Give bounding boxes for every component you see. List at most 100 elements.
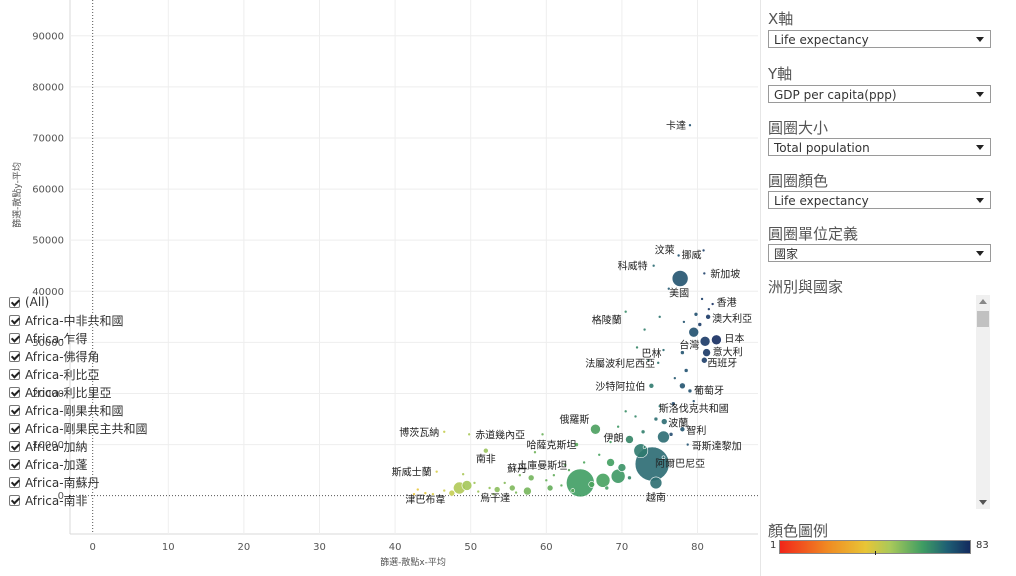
data-point[interactable] <box>657 404 662 409</box>
data-point[interactable] <box>688 123 692 127</box>
data-point[interactable] <box>606 458 615 467</box>
data-point[interactable] <box>656 361 661 365</box>
data-point[interactable] <box>710 302 715 306</box>
data-point[interactable] <box>502 481 507 485</box>
data-point[interactable] <box>679 382 686 390</box>
data-point[interactable] <box>608 440 613 444</box>
data-point[interactable] <box>595 473 611 488</box>
data-point[interactable] <box>448 489 456 497</box>
circle-color-select[interactable]: Life expectancy <box>768 191 991 209</box>
scroll-thumb[interactable] <box>977 311 989 327</box>
data-point[interactable] <box>518 473 522 478</box>
checkbox-checked[interactable] <box>9 494 20 506</box>
data-point[interactable] <box>588 481 595 488</box>
data-point[interactable] <box>467 432 471 437</box>
scroll-up-icon[interactable] <box>979 299 987 304</box>
data-point[interactable] <box>702 348 711 357</box>
data-point[interactable] <box>570 488 576 493</box>
data-point[interactable] <box>633 414 638 419</box>
filter-scrollbar[interactable] <box>976 295 990 509</box>
data-point[interactable] <box>574 442 579 447</box>
data-point[interactable] <box>688 326 700 338</box>
data-point[interactable] <box>483 447 489 454</box>
data-point[interactable] <box>676 253 681 258</box>
checkbox-checked[interactable] <box>9 422 20 434</box>
data-point[interactable] <box>707 307 711 311</box>
data-point[interactable] <box>582 460 586 465</box>
data-point[interactable] <box>540 432 545 437</box>
data-point[interactable] <box>687 388 693 394</box>
checkbox-checked[interactable] <box>9 296 20 308</box>
data-point[interactable] <box>623 309 628 314</box>
data-point[interactable] <box>552 473 556 478</box>
data-point[interactable] <box>702 271 707 276</box>
data-point[interactable] <box>682 320 686 324</box>
data-point[interactable] <box>671 270 689 287</box>
data-point[interactable] <box>666 286 671 291</box>
data-point[interactable] <box>544 478 549 483</box>
data-point[interactable] <box>434 469 439 474</box>
data-point[interactable] <box>651 263 656 268</box>
data-point[interactable] <box>412 492 416 496</box>
filter-item[interactable]: Africa-佛得角 <box>7 347 231 365</box>
data-point[interactable] <box>642 327 647 332</box>
data-point[interactable] <box>442 488 447 493</box>
circle-unit-select[interactable]: 國家 <box>768 244 991 262</box>
data-point[interactable] <box>546 484 554 492</box>
data-point[interactable] <box>701 248 706 253</box>
checkbox-checked[interactable] <box>9 332 20 344</box>
data-point[interactable] <box>559 483 564 488</box>
data-point[interactable] <box>597 452 602 457</box>
data-point[interactable] <box>671 401 676 406</box>
filter-item[interactable]: Africa-乍得 <box>7 329 231 347</box>
data-point[interactable] <box>711 334 722 346</box>
data-point[interactable] <box>700 297 704 301</box>
filter-item[interactable]: (All) <box>7 293 231 311</box>
data-point[interactable] <box>657 315 662 319</box>
data-point[interactable] <box>623 409 628 414</box>
circle-size-select[interactable]: Total population <box>768 138 991 156</box>
data-point[interactable] <box>660 418 668 425</box>
data-point[interactable] <box>461 472 465 477</box>
data-point[interactable] <box>442 429 447 434</box>
data-point[interactable] <box>691 399 696 403</box>
data-point[interactable] <box>514 490 518 495</box>
data-point[interactable] <box>673 376 677 380</box>
data-point[interactable] <box>697 322 703 327</box>
data-point[interactable] <box>423 491 428 495</box>
data-point[interactable] <box>699 336 711 347</box>
data-point[interactable] <box>679 426 686 433</box>
data-point[interactable] <box>431 492 435 496</box>
data-point[interactable] <box>616 424 620 429</box>
checkbox-checked[interactable] <box>9 386 20 398</box>
data-point[interactable] <box>640 429 646 435</box>
data-point[interactable] <box>627 475 632 481</box>
data-point[interactable] <box>415 487 420 492</box>
filter-item[interactable]: Africa-南非 <box>7 491 231 509</box>
checkbox-checked[interactable] <box>9 458 20 470</box>
data-point[interactable] <box>493 486 501 493</box>
checkbox-checked[interactable] <box>9 440 20 452</box>
filter-item[interactable]: Africa-加蓬 <box>7 455 231 473</box>
data-point[interactable] <box>491 492 496 496</box>
filter-item[interactable]: Africa-利比里亞 <box>7 383 231 401</box>
filter-item[interactable]: Africa-剛果共和國 <box>7 401 231 419</box>
data-point[interactable] <box>661 455 666 460</box>
checkbox-checked[interactable] <box>9 476 20 488</box>
filter-item[interactable]: Africa-加納 <box>7 437 231 455</box>
data-point[interactable] <box>661 348 666 352</box>
data-point[interactable] <box>649 476 663 490</box>
data-point[interactable] <box>646 358 651 363</box>
data-point[interactable] <box>472 481 477 485</box>
data-point[interactable] <box>487 486 492 490</box>
data-point[interactable] <box>635 345 639 350</box>
data-point[interactable] <box>642 445 647 449</box>
data-point[interactable] <box>683 368 689 373</box>
data-point[interactable] <box>705 314 711 320</box>
checkbox-checked[interactable] <box>9 350 20 362</box>
checkbox-checked[interactable] <box>9 404 20 416</box>
data-point[interactable] <box>527 474 535 482</box>
data-point[interactable] <box>590 423 601 435</box>
filter-item[interactable]: Africa-南蘇丹 <box>7 473 231 491</box>
x-axis-select[interactable]: Life expectancy <box>768 30 991 48</box>
